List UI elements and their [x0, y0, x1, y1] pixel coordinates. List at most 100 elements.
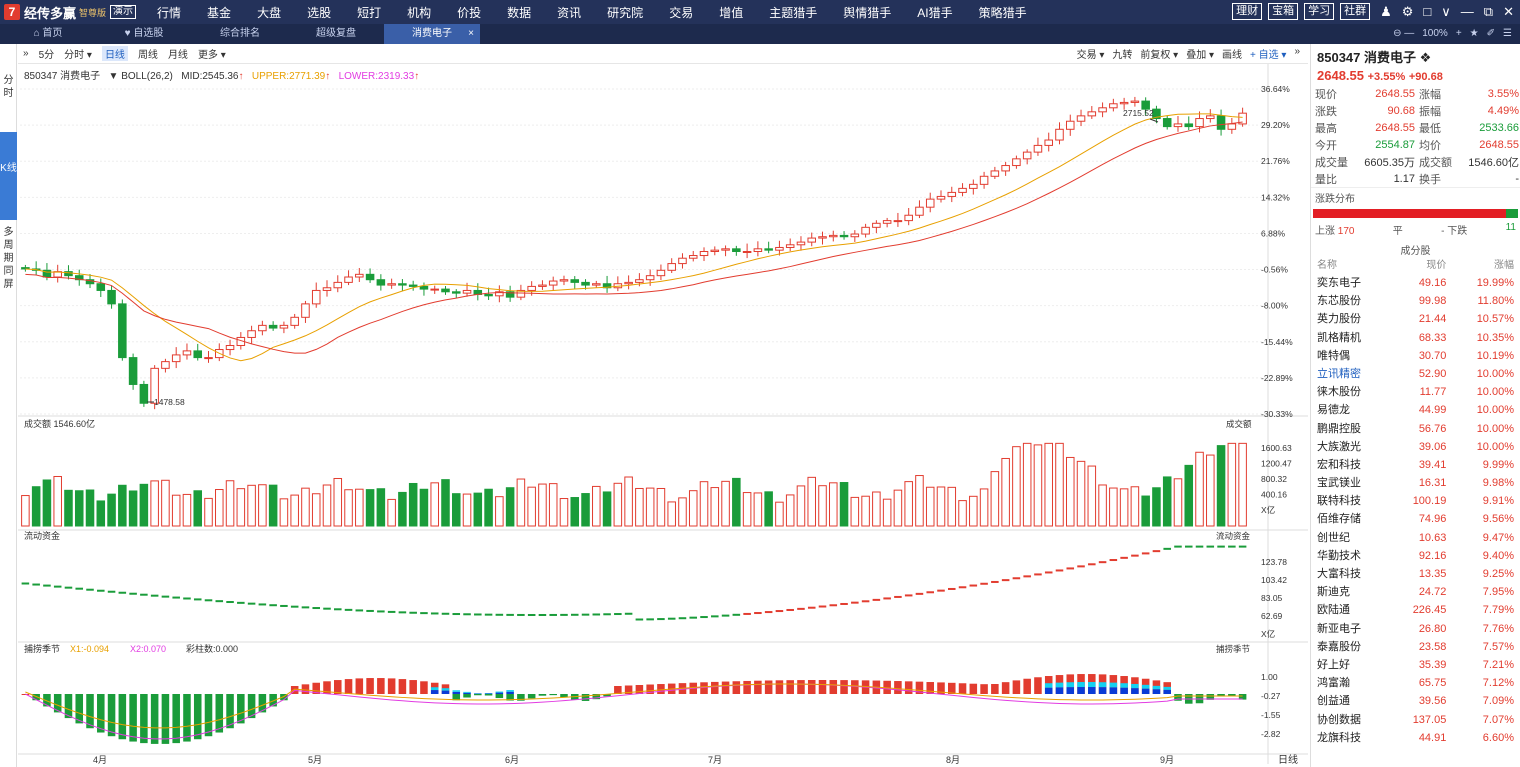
- pen-icon[interactable]: ✐: [1486, 28, 1496, 39]
- gear-icon[interactable]: ⚙: [1401, 3, 1414, 19]
- jiuzhuan-button[interactable]: 九转: [1112, 50, 1133, 61]
- tab-watchlist[interactable]: ♥ 自选股: [124, 28, 164, 39]
- menu-item-7[interactable]: 数据: [507, 5, 532, 20]
- menu-item-12[interactable]: 主题猎手: [769, 5, 818, 20]
- volume-bar: [1109, 487, 1118, 527]
- candle-body: [850, 233, 860, 238]
- menu-item-14[interactable]: AI猎手: [917, 5, 953, 20]
- chart-area[interactable]: 36.64% 29.20% 21.76% 14.32% 6.88% -0.56% -8.00…: [18, 64, 1308, 767]
- draw-button[interactable]: 画线: [1222, 50, 1243, 61]
- quote-value: 2648.55: [1375, 121, 1415, 134]
- period-5min[interactable]: 5分: [38, 50, 55, 61]
- menu-item-0[interactable]: 行情: [157, 5, 182, 20]
- shequn-button[interactable]: 社群: [1340, 3, 1371, 20]
- sidebar-kline[interactable]: K线: [0, 132, 17, 220]
- chevron-down-icon[interactable]: ∨: [1441, 3, 1451, 19]
- menu-item-6[interactable]: 价投: [457, 5, 482, 20]
- restore-icon[interactable]: ⧉: [1483, 3, 1494, 19]
- component-row[interactable]: 鹏鼎控股 56.76 10.00%: [1311, 420, 1520, 438]
- component-row[interactable]: 奕东电子 49.16 19.99%: [1311, 274, 1520, 292]
- licai-button[interactable]: 理财: [1232, 3, 1263, 20]
- component-row[interactable]: 易德龙 44.99 10.00%: [1311, 401, 1520, 419]
- component-row[interactable]: 创益通 39.56 7.09%: [1311, 692, 1520, 710]
- user-icon[interactable]: ♟: [1380, 3, 1392, 19]
- expand-icon[interactable]: »: [1294, 46, 1300, 57]
- volume-bar: [311, 493, 321, 527]
- component-row[interactable]: 佰维存储 74.96 9.56%: [1311, 510, 1520, 528]
- menu-item-10[interactable]: 交易: [669, 5, 694, 20]
- component-row[interactable]: 好上好 35.39 7.21%: [1311, 656, 1520, 674]
- menu-item-9[interactable]: 研究院: [607, 5, 644, 20]
- tab-home[interactable]: ⌂ 首页: [33, 28, 63, 39]
- sidebar-fenshi[interactable]: 分时: [3, 75, 14, 99]
- component-row[interactable]: 泰嘉股份 23.58 7.57%: [1311, 638, 1520, 656]
- volume-bar: [279, 498, 289, 527]
- component-row[interactable]: 新亚电子 26.80 7.76%: [1311, 620, 1520, 638]
- volume-bar: [861, 495, 870, 527]
- candle-body: [268, 324, 278, 329]
- sidebar-multi-period[interactable]: 多周期同屏: [3, 227, 14, 290]
- period-weekly[interactable]: 周线: [137, 50, 158, 61]
- menu-item-2[interactable]: 大盘: [257, 5, 282, 20]
- component-row[interactable]: 徕木股份 11.77 10.00%: [1311, 383, 1520, 401]
- volume-bar: [398, 491, 407, 527]
- baoxiang-button[interactable]: 宝箱: [1268, 3, 1299, 20]
- tab-close-icon[interactable]: ×: [468, 28, 474, 39]
- zoom-out-icon[interactable]: ⊖ —: [1393, 28, 1415, 39]
- component-row[interactable]: 华勤技术 92.16 9.40%: [1311, 547, 1520, 565]
- component-row[interactable]: 宝武镁业 16.31 9.98%: [1311, 474, 1520, 492]
- component-row[interactable]: 鸿富瀚 65.75 7.12%: [1311, 674, 1520, 692]
- component-row[interactable]: 东芯股份 99.98 11.80%: [1311, 292, 1520, 310]
- candle-body: [182, 350, 192, 356]
- component-row[interactable]: 大富科技 13.35 9.25%: [1311, 565, 1520, 583]
- component-row[interactable]: 英力股份 21.44 10.57%: [1311, 310, 1520, 328]
- component-row[interactable]: 斯迪克 24.72 7.95%: [1311, 583, 1520, 601]
- candle-body: [893, 220, 903, 223]
- menu-item-15[interactable]: 策略猎手: [978, 5, 1027, 20]
- period-more[interactable]: 更多 ▾: [197, 50, 226, 61]
- period-daily[interactable]: 日线: [101, 46, 128, 61]
- minimize-icon[interactable]: —: [1460, 4, 1474, 19]
- component-row[interactable]: 龙旗科技 44.91 6.60%: [1311, 729, 1520, 747]
- flow-mark: [1131, 554, 1139, 557]
- menu-item-4[interactable]: 短打: [357, 5, 382, 20]
- menu-item-1[interactable]: 基金: [207, 5, 232, 20]
- boll-select[interactable]: ▼ BOLL(26,2): [108, 71, 173, 82]
- component-row[interactable]: 协创数据 137.05 7.07%: [1311, 711, 1520, 729]
- menu-item-11[interactable]: 增值: [719, 5, 744, 20]
- component-row[interactable]: 宏和科技 39.41 9.99%: [1311, 456, 1520, 474]
- component-row[interactable]: 立讯精密 52.90 10.00%: [1311, 365, 1520, 383]
- component-row[interactable]: 联特科技 100.19 9.91%: [1311, 492, 1520, 510]
- period-monthly[interactable]: 月线: [167, 50, 188, 61]
- star-icon[interactable]: ★: [1469, 28, 1479, 39]
- app-logo[interactable]: 7 经传多赢 智尊版 演示: [0, 0, 137, 24]
- season-x1: X1:-0.094: [70, 644, 109, 654]
- component-row[interactable]: 大族激光 39.06 10.00%: [1311, 438, 1520, 456]
- component-row[interactable]: 唯特偶 30.70 10.19%: [1311, 347, 1520, 365]
- component-row[interactable]: 欧陆通 226.45 7.79%: [1311, 601, 1520, 619]
- add-watchlist-button[interactable]: + 自选 ▾: [1250, 50, 1287, 61]
- info-icon[interactable]: ❖: [1419, 50, 1432, 65]
- trade-menu[interactable]: 交易 ▾: [1076, 50, 1105, 61]
- volume-bar: [688, 490, 698, 527]
- menu-item-5[interactable]: 机构: [407, 5, 432, 20]
- adjust-menu[interactable]: 前复权 ▾: [1140, 50, 1179, 61]
- collapse-icon[interactable]: »: [23, 48, 29, 59]
- tab-ranking[interactable]: 综合排名: [220, 28, 260, 39]
- xuexi-button[interactable]: 学习: [1304, 3, 1335, 20]
- list-icon[interactable]: ☰: [1503, 28, 1512, 39]
- flow-mark: [53, 585, 62, 588]
- zoom-in-icon[interactable]: +: [1455, 28, 1462, 39]
- menu-item-13[interactable]: 舆情猎手: [843, 5, 892, 20]
- tab-review[interactable]: 超级复盘: [316, 28, 356, 39]
- component-row[interactable]: 创世纪 10.63 9.47%: [1311, 529, 1520, 547]
- candle-body: [430, 288, 439, 291]
- menu-item-8[interactable]: 资讯: [557, 5, 582, 20]
- tab-consumer-electronics[interactable]: 消费电子 ×: [384, 24, 480, 44]
- close-icon[interactable]: ✕: [1503, 3, 1514, 19]
- overlay-menu[interactable]: 叠加 ▾: [1186, 50, 1215, 61]
- menu-item-3[interactable]: 选股: [307, 5, 332, 20]
- component-row[interactable]: 凯格精机 68.33 10.35%: [1311, 329, 1520, 347]
- period-fenshi[interactable]: 分时 ▾: [64, 50, 92, 61]
- window-icon[interactable]: □: [1423, 4, 1432, 19]
